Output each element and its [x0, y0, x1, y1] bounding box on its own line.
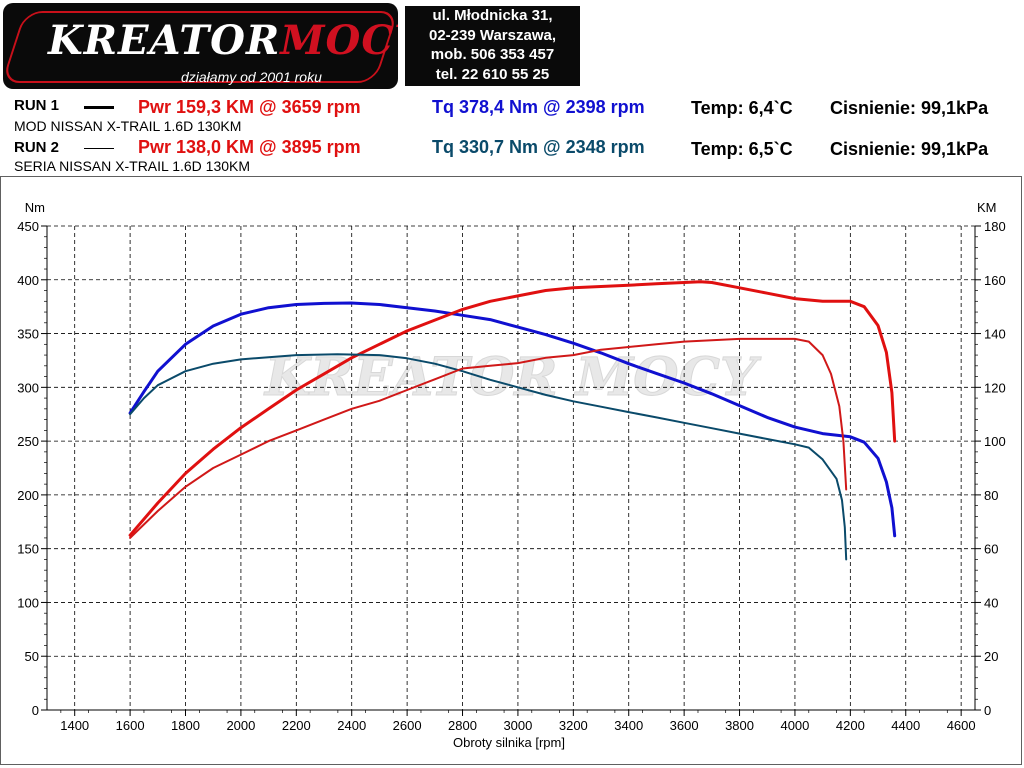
logo-word-1: KREATOR	[48, 17, 281, 64]
y-left-tick-label: 350	[17, 327, 39, 342]
x-tick-label: 3000	[503, 718, 532, 733]
y-left-tick-label: 0	[32, 703, 39, 718]
x-tick-label: 4400	[891, 718, 920, 733]
x-tick-label: 1600	[116, 718, 145, 733]
run1-torque: Tq 378,4 Nm @ 2398 rpm	[432, 97, 645, 117]
run1-temp: Temp: 6,4`C	[691, 98, 793, 118]
watermark-text: KREATOR MOCY	[263, 347, 762, 408]
x-axis-label: Obroty silnika [rpm]	[453, 735, 565, 750]
address-box: ul. Młodnicka 31, 02-239 Warszawa, mob. …	[405, 6, 580, 86]
y-left-tick-label: 50	[25, 649, 39, 664]
y-axis-right-label: KM	[977, 200, 997, 215]
x-tick-label: 4600	[947, 718, 976, 733]
y-right-tick-label: 60	[984, 542, 998, 557]
y-left-tick-label: 400	[17, 273, 39, 288]
x-tick-label: 3200	[559, 718, 588, 733]
run2-power: Pwr 138,0 KM @ 3895 rpm	[138, 137, 361, 157]
y-left-tick-label: 300	[17, 380, 39, 395]
y-right-tick-label: 80	[984, 488, 998, 503]
address-line: ul. Młodnicka 31,	[432, 7, 553, 24]
y-left-tick-label: 250	[17, 434, 39, 449]
logo-tagline: działamy od 2001 roku	[181, 69, 322, 85]
chart-frame	[0, 176, 1022, 765]
y-left-tick-label: 100	[17, 595, 39, 610]
x-tick-label: 2000	[226, 718, 255, 733]
x-tick-label: 4200	[836, 718, 865, 733]
series-line-1	[128, 301, 897, 538]
x-tick-label: 3600	[670, 718, 699, 733]
y-right-tick-label: 120	[984, 380, 1006, 395]
run1-car: MOD NISSAN X-TRAIL 1.6D 130KM	[14, 118, 242, 134]
run2-line-sample	[84, 148, 114, 149]
y-right-tick-label: 0	[984, 703, 991, 718]
run2-temp: Temp: 6,5`C	[691, 139, 793, 159]
run2-label: RUN 2	[14, 139, 60, 156]
y-left-tick-label: 450	[17, 219, 39, 234]
y-right-tick-label: 100	[984, 434, 1006, 449]
x-tick-label: 2200	[282, 718, 311, 733]
address-line: tel. 22 610 55 25	[435, 65, 550, 83]
y-left-tick-label: 150	[17, 542, 39, 557]
run2-car: SERIA NISSAN X-TRAIL 1.6D 130KM	[14, 158, 251, 174]
x-tick-label: 1800	[171, 718, 200, 733]
x-tick-label: 2400	[337, 718, 366, 733]
run2-pressure: Cisnienie: 99,1kPa	[830, 139, 989, 159]
address-line: 02-239 Warszawa,	[428, 26, 557, 44]
x-tick-label: 1400	[60, 718, 89, 733]
run1-pressure: Cisnienie: 99,1kPa	[830, 98, 989, 118]
y-right-tick-label: 160	[984, 273, 1006, 288]
x-tick-label: 3800	[725, 718, 754, 733]
x-tick-label: 4000	[780, 718, 809, 733]
y-right-tick-label: 20	[984, 649, 998, 664]
x-tick-label: 2600	[393, 718, 422, 733]
series-line-2	[128, 280, 897, 537]
y-left-tick-label: 200	[17, 488, 39, 503]
x-tick-label: 2800	[448, 718, 477, 733]
y-axis-left-label: Nm	[25, 200, 45, 215]
logo-word-2: MOCY	[280, 17, 398, 64]
address-line: mob. 506 353 457	[430, 46, 555, 63]
run2-torque: Tq 330,7 Nm @ 2348 rpm	[432, 137, 645, 157]
run1-line-sample	[84, 106, 114, 109]
y-right-tick-label: 180	[984, 219, 1006, 234]
series-line-4	[129, 337, 848, 539]
run1-label: RUN 1	[14, 97, 60, 114]
run1-power: Pwr 159,3 KM @ 3659 rpm	[138, 97, 361, 117]
x-tick-label: 3400	[614, 718, 643, 733]
series-line-3	[129, 353, 848, 561]
y-right-tick-label: 40	[984, 595, 998, 610]
y-right-tick-label: 140	[984, 327, 1006, 342]
